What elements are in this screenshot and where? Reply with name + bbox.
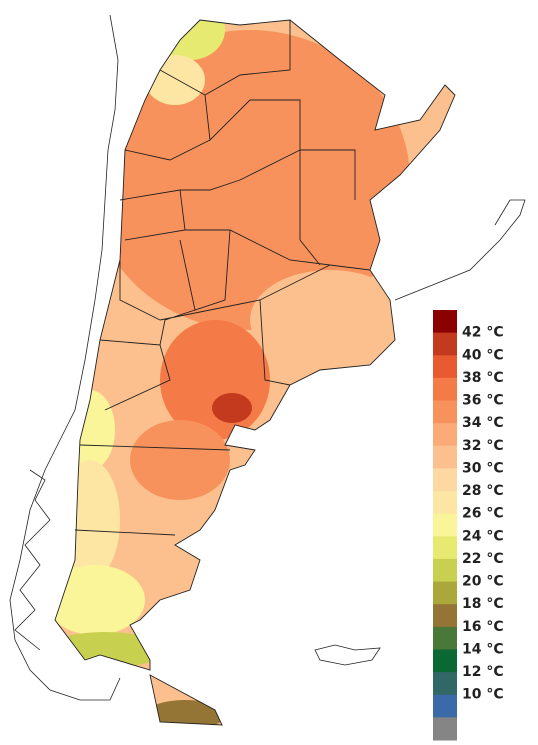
legend-label: 30 °C [462,460,504,476]
legend-label: 38 °C [462,370,504,386]
legend-swatch [433,423,457,447]
legend-swatch [433,717,457,741]
legend-swatch [433,536,457,560]
legend-swatch [433,468,457,492]
legend-label: 24 °C [462,528,504,544]
legend: 42 °C 40 °C 38 °C 36 °C 34 °C 32 °C 30 °C 28 °C… [433,310,504,741]
legend-swatch [433,558,457,583]
province-borders [54,19,456,726]
legend-label: 12 °C [462,664,504,680]
legend-label: 16 °C [462,619,504,635]
legend-swatch [433,581,457,605]
legend-label: 36 °C [462,393,504,409]
legend-label: 26 °C [462,506,504,522]
legend-label: 32 °C [462,438,504,454]
legend-label: 20 °C [462,574,504,590]
legend-swatch [433,310,457,334]
legend-swatch [433,649,457,673]
legend-swatch [433,445,457,469]
legend-label: 22 °C [462,551,504,567]
legend-swatch [433,377,457,402]
legend-label: 42 °C [462,325,504,341]
legend-swatch [433,626,457,650]
legend-swatch [433,513,457,537]
legend-label: 18 °C [462,596,504,612]
legend-swatch [433,694,457,718]
legend-label: 28 °C [462,483,504,499]
legend-swatch [433,332,457,356]
legend-swatch [433,491,457,515]
legend-label: 40 °C [462,347,504,363]
legend-swatch [433,400,457,424]
legend-swatch [433,672,457,696]
legend-label: 14 °C [462,641,504,657]
legend-label: 34 °C [462,415,504,431]
legend-swatch [433,604,457,628]
legend-swatch [433,355,457,379]
legend-label: 10 °C [462,687,504,703]
temperature-field [55,20,455,725]
neighbor-coastlines [9,14,526,701]
